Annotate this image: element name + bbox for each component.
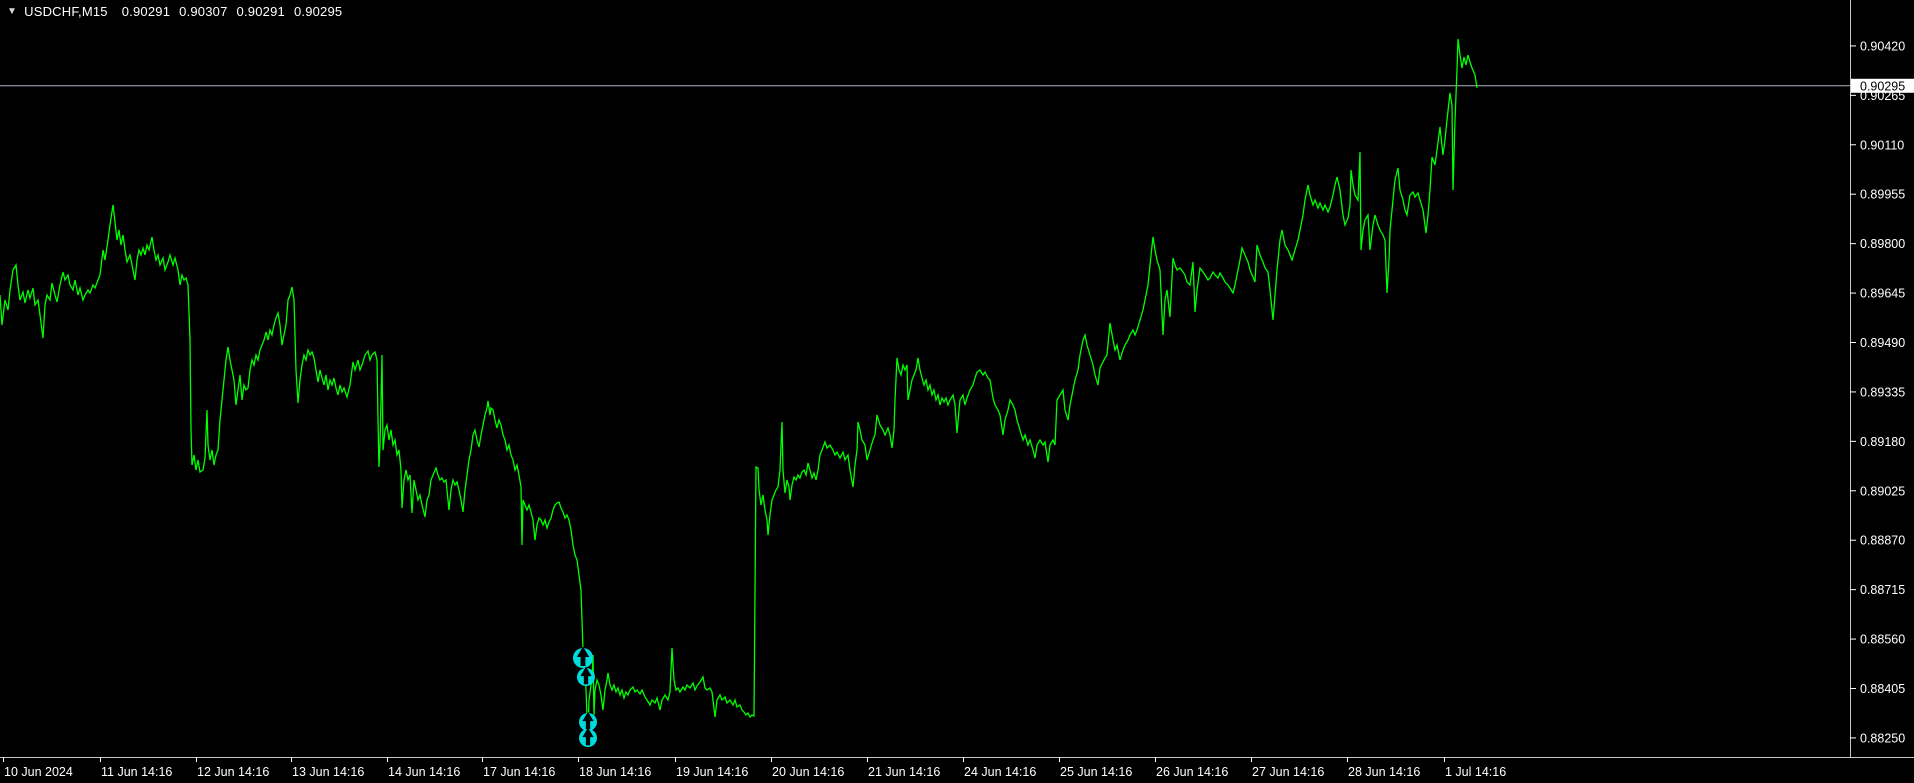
- trade-marker-icon[interactable]: [577, 666, 595, 686]
- price-axis-label: 0.89645: [1860, 287, 1905, 301]
- collapse-chart-icon[interactable]: ▼: [7, 6, 18, 17]
- trade-marker-icon[interactable]: [573, 646, 593, 669]
- price-axis-label: 0.88560: [1860, 633, 1905, 647]
- time-axis-label: 19 Jun 14:16: [676, 765, 748, 779]
- time-axis-label: 17 Jun 14:16: [483, 765, 555, 779]
- time-axis-label: 18 Jun 14:16: [579, 765, 651, 779]
- time-axis-label: 21 Jun 14:16: [868, 765, 940, 779]
- price-axis-label: 0.89800: [1860, 237, 1905, 251]
- symbol-period-label: USDCHF,M15: [24, 4, 108, 19]
- trade-marker-icon[interactable]: [579, 727, 597, 747]
- chart-title-bar: ▼ USDCHF,M15 0.90291 0.90307 0.90291 0.9…: [7, 4, 351, 19]
- price-axis-label: 0.89955: [1860, 188, 1905, 202]
- quote-close: 0.90295: [293, 4, 343, 19]
- quote-high: 0.90307: [179, 4, 228, 19]
- time-axis-label: 26 Jun 14:16: [1156, 765, 1228, 779]
- current-price-badge: [1851, 78, 1914, 93]
- time-axis-label: 11 Jun 14:16: [101, 765, 172, 779]
- time-axis-label: 28 Jun 14:16: [1348, 765, 1420, 779]
- time-axis-label: 14 Jun 14:16: [388, 765, 460, 779]
- price-axis-label: 0.89025: [1860, 484, 1905, 498]
- quote-low: 0.90291: [236, 4, 285, 19]
- time-axis-label: 20 Jun 14:16: [772, 765, 844, 779]
- trade-marker-icon[interactable]: [579, 711, 597, 731]
- time-axis-label: 27 Jun 14:16: [1252, 765, 1324, 779]
- time-axis-label: 1 Jul 14:16: [1445, 765, 1506, 779]
- price-axis-label: 0.88405: [1860, 682, 1905, 696]
- quote-open: 0.90291: [121, 4, 171, 19]
- time-axis-label: 10 Jun 2024: [4, 765, 73, 779]
- time-axis-label: 25 Jun 14:16: [1060, 765, 1132, 779]
- price-axis-label: 0.90110: [1860, 138, 1904, 152]
- price-axis-label: 0.89490: [1860, 336, 1905, 350]
- price-axis-label: 0.89335: [1860, 385, 1905, 399]
- current-price-value: 0.90295: [1860, 79, 1905, 93]
- price-axis-label: 0.88250: [1860, 731, 1905, 745]
- price-axis-label: 0.88870: [1860, 534, 1905, 548]
- price-axis-label: 0.88715: [1860, 583, 1905, 597]
- price-axis-label: 0.89180: [1860, 435, 1905, 449]
- time-axis-label: 24 Jun 14:16: [964, 765, 1036, 779]
- price-axis-label: 0.90420: [1860, 39, 1905, 53]
- price-line: [0, 38, 1478, 731]
- time-axis-label: 13 Jun 14:16: [292, 765, 364, 779]
- time-axis-label: 12 Jun 14:16: [197, 765, 269, 779]
